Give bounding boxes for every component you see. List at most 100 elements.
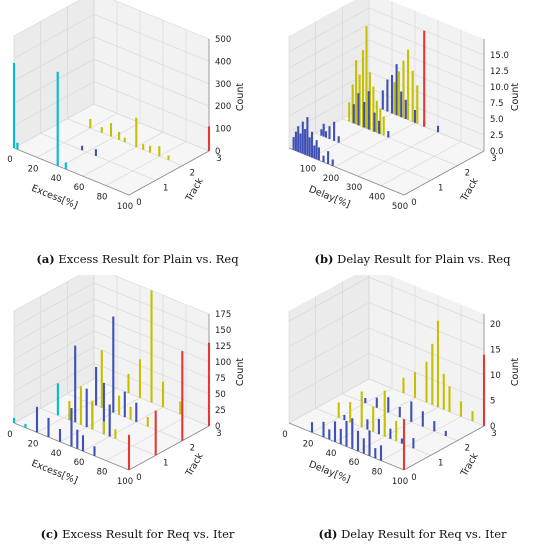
x-tick-label: 40 — [326, 449, 337, 459]
side-pane — [14, 275, 94, 423]
grid-line — [288, 327, 370, 373]
caption-b: (b) Delay Result for Plain vs. Req — [314, 252, 511, 266]
x-tick-label: 200 — [323, 174, 339, 184]
grid-line — [82, 406, 164, 452]
grid-line — [105, 141, 187, 186]
y-axis-line — [403, 150, 485, 196]
grid-line — [13, 14, 95, 59]
z-tick-label: 15 — [490, 346, 501, 356]
y-tick-label: 3 — [216, 429, 221, 439]
y-tick-label: 0 — [136, 473, 141, 483]
y-tick-label: 0 — [136, 198, 141, 208]
panel-d: 0 20 40 60 80 100 0 1 2 3 0 5 10 15 20 Delay[%] Track Cou… — [275, 275, 550, 550]
grid-line — [368, 327, 485, 376]
y-tick-label: 1 — [438, 458, 443, 468]
grid-line — [13, 314, 95, 360]
caption-d: (d) Delay Result for Req vs. Iter — [318, 527, 507, 541]
chart-b: 100 200 300 400 500 0 1 2 30.0 2.5 5.0 7.5 10.0 12.5 1… — [288, 0, 521, 212]
z-tick-label: 150 — [215, 326, 231, 336]
panel-c: 0 20 40 60 80 100 0 1 2 3 0 25 50 75 100 125 150 175 Exces… — [0, 275, 275, 550]
grid-line — [368, 23, 485, 72]
y-tick-label: 2 — [465, 444, 470, 454]
grid-line — [368, 39, 485, 88]
z-tick-label: 10 — [490, 371, 501, 381]
x-tick-label: 20 — [303, 439, 314, 449]
z-tick-label: 20 — [490, 320, 501, 330]
x-tick-label: 20 — [28, 164, 39, 174]
z-tick-label: 400 — [215, 57, 231, 67]
z-tick-label: 5 — [490, 397, 495, 407]
grid-line — [93, 103, 210, 152]
x-axis-title: Delay[%] — [307, 459, 352, 486]
grid-line — [380, 416, 462, 461]
grid-line — [357, 406, 439, 452]
y-tick-label: 2 — [190, 444, 195, 454]
grid-line — [368, 55, 485, 104]
grid-line — [13, 378, 95, 424]
grid-line — [13, 362, 95, 408]
grid-line — [40, 133, 156, 181]
z-tick-label: 175 — [215, 310, 231, 320]
x-tick-label: 0 — [7, 430, 12, 440]
grid-line — [288, 7, 370, 53]
grid-line — [311, 113, 393, 158]
floor-pane — [14, 379, 209, 470]
y-axis-title: Track — [458, 451, 481, 479]
grid-line — [311, 388, 393, 433]
x-tick-label: 40 — [51, 174, 62, 184]
x-axis-line — [13, 147, 130, 196]
grid-line — [13, 275, 81, 312]
grid-line — [288, 23, 370, 69]
z-tick-label: 2.5 — [490, 131, 504, 141]
y-tick-label: 0 — [411, 473, 416, 483]
x-tick-label: 60 — [74, 183, 85, 193]
x-tick-label: 80 — [97, 193, 108, 203]
y-axis-line — [128, 150, 210, 196]
y-axis-title: Track — [458, 176, 481, 204]
grid-line — [13, 103, 95, 149]
x-tick-label: 500 — [392, 202, 408, 212]
grid-line — [288, 276, 370, 322]
z-tick-label: 200 — [215, 102, 231, 112]
x-tick-label: 80 — [372, 468, 383, 478]
z-tick-label: 0 — [490, 422, 495, 432]
grid-line — [13, 330, 95, 376]
x-tick-label: 40 — [51, 449, 62, 459]
y-tick-label: 3 — [491, 429, 496, 439]
x-tick-label: 60 — [74, 458, 85, 468]
x-tick-label: 80 — [97, 468, 108, 478]
panel-a: 0 20 40 60 80 100 0 1 2 3 0 100 200 300 400 500 Excess[%… — [0, 0, 275, 275]
grid-line — [93, 58, 210, 107]
back-pane — [94, 0, 209, 151]
grid-line — [357, 131, 439, 177]
x-tick-label: 300 — [346, 183, 362, 193]
grid-line — [13, 0, 81, 37]
grid-line — [342, 118, 458, 166]
grid-line — [13, 346, 95, 392]
y-tick-label: 1 — [163, 458, 168, 468]
x-tick-label: 60 — [349, 458, 360, 468]
y-axis-line — [403, 425, 485, 471]
grid-line — [368, 103, 485, 152]
z-axis-title: Count — [510, 358, 521, 386]
z-tick-label: 0 — [215, 147, 220, 157]
y-axis-line — [128, 425, 210, 471]
y-tick-label: 1 — [163, 183, 168, 193]
z-tick-label: 125 — [215, 342, 231, 352]
grid-line — [368, 276, 485, 325]
grid-line — [93, 14, 210, 62]
z-tick-label: 25 — [215, 406, 226, 416]
grid-line — [288, 302, 370, 347]
x-tick-label: 100 — [300, 164, 316, 174]
y-axis-title: Track — [183, 176, 206, 204]
grid-line — [334, 397, 416, 443]
z-tick-label: 10.0 — [490, 83, 509, 93]
z-axis-title: Count — [235, 358, 246, 386]
y-tick-label: 2 — [465, 169, 470, 179]
x-tick-label: 100 — [392, 477, 408, 487]
z-tick-label: 12.5 — [490, 67, 509, 77]
x-tick-label: 0 — [7, 155, 12, 165]
grid-line — [82, 131, 164, 177]
